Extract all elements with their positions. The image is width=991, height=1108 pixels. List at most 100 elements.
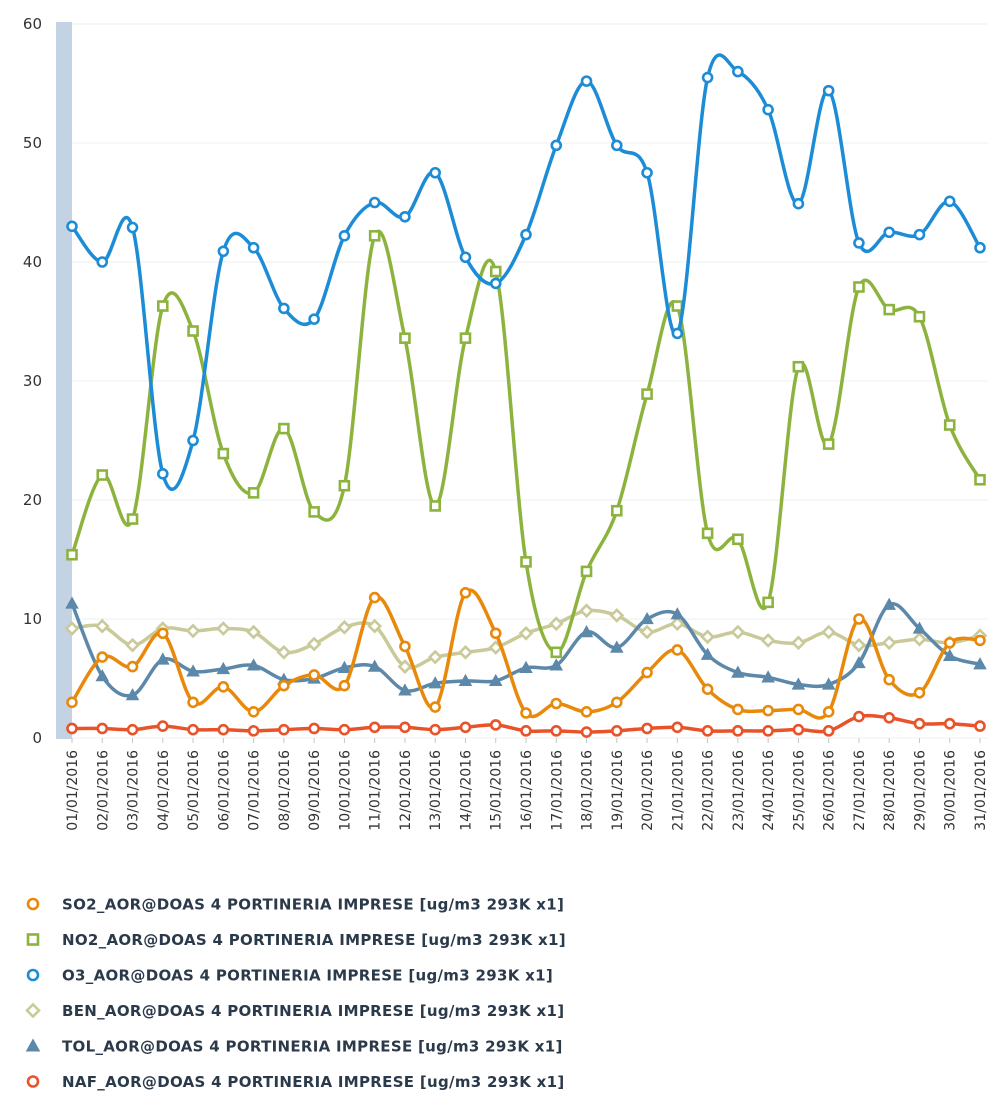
legend-item-3[interactable]: BEN_AOR@DOAS 4 PORTINERIA IMPRESE [ug/m3… (25, 1002, 564, 1020)
data-point (489, 265, 502, 278)
data-point (609, 608, 625, 623)
data-point (217, 447, 230, 460)
data-point (580, 75, 593, 87)
data-point (732, 65, 744, 78)
data-point (518, 625, 534, 641)
data-point (125, 637, 140, 653)
legend-label: SO2_AOR@DOAS 4 PORTINERIA IMPRESE [ug/m3… (62, 896, 564, 914)
data-point (428, 676, 442, 689)
legend-item-4[interactable]: TOL_AOR@DOAS 4 PORTINERIA IMPRESE [ug/m3… (25, 1038, 563, 1056)
data-point (550, 725, 563, 737)
x-tick-label: 06/01/2016 (216, 750, 232, 831)
data-point (338, 723, 351, 736)
data-point (640, 611, 654, 625)
data-point (459, 587, 472, 599)
data-point (247, 487, 260, 499)
data-point (760, 633, 776, 648)
data-point (397, 659, 413, 674)
y-tick-label: 10 (23, 610, 42, 628)
data-point (519, 660, 533, 673)
data-point (883, 303, 896, 316)
series-line (70, 53, 982, 491)
data-point (520, 228, 532, 241)
data-point (669, 616, 685, 632)
data-point (549, 658, 564, 671)
data-point (338, 679, 351, 692)
x-tick-label: 22/01/2016 (701, 750, 717, 831)
data-point (732, 725, 744, 737)
data-point (912, 631, 927, 647)
data-point (429, 166, 442, 179)
data-point (217, 245, 230, 258)
data-point (278, 723, 290, 736)
data-point (942, 648, 957, 662)
data-point (851, 637, 867, 653)
gridlines (72, 23, 988, 739)
data-point (762, 704, 774, 717)
data-point (399, 640, 411, 653)
data-point (368, 591, 381, 604)
x-tick-label: 29/01/2016 (912, 750, 928, 831)
data-point (399, 332, 411, 344)
series-5 (66, 710, 986, 738)
x-tick-label: 27/01/2016 (852, 750, 868, 831)
data-point (731, 665, 745, 678)
x-tick-label: 05/01/2016 (186, 750, 202, 831)
data-point (308, 506, 320, 518)
x-tick-label: 16/01/2016 (519, 750, 535, 831)
data-point (821, 624, 837, 640)
legend-item-0[interactable]: SO2_AOR@DOAS 4 PORTINERIA IMPRESE [ug/m3… (26, 896, 564, 914)
data-point (853, 237, 865, 249)
x-tick-label: 25/01/2016 (791, 750, 807, 831)
legend-item-5[interactable]: NAF_AOR@DOAS 4 PORTINERIA IMPRESE [ug/m3… (26, 1073, 565, 1091)
data-point (215, 621, 231, 636)
data-point (701, 683, 714, 696)
legend-label: BEN_AOR@DOAS 4 PORTINERIA IMPRESE [ug/m3… (62, 1002, 564, 1020)
data-point (974, 473, 986, 486)
data-point (579, 603, 594, 619)
data-point (639, 624, 655, 640)
x-tick-label: 12/01/2016 (398, 750, 414, 831)
data-point (579, 625, 594, 638)
data-point (732, 703, 744, 716)
data-point (671, 327, 684, 340)
data-point (671, 721, 684, 734)
x-tick-label: 10/01/2016 (337, 750, 353, 831)
data-point (641, 722, 653, 735)
data-point (822, 725, 835, 737)
data-point (610, 696, 623, 709)
data-point (821, 677, 836, 690)
data-point (126, 221, 139, 234)
x-tick-label: 26/01/2016 (822, 750, 838, 831)
data-point (762, 725, 774, 737)
legend-label: O3_AOR@DOAS 4 PORTINERIA IMPRESE [ug/m3 … (62, 967, 553, 985)
y-tick-label: 40 (23, 253, 42, 271)
x-tick-label: 19/01/2016 (610, 750, 626, 831)
data-point (126, 513, 139, 525)
data-point (912, 621, 927, 634)
data-point (96, 469, 109, 481)
legend-item-2[interactable]: O3_AOR@DOAS 4 PORTINERIA IMPRESE [ug/m3 … (26, 967, 553, 985)
legend[interactable]: SO2_AOR@DOAS 4 PORTINERIA IMPRESE [ug/m3… (25, 896, 566, 1092)
data-point (883, 673, 896, 686)
data-point (278, 422, 290, 435)
data-point (489, 627, 502, 640)
data-point (943, 636, 956, 649)
data-point (883, 711, 896, 724)
x-tick-label: 17/01/2016 (549, 750, 565, 831)
data-point (791, 635, 806, 651)
data-point (882, 597, 896, 610)
x-tick-label: 02/01/2016 (95, 750, 111, 831)
data-point (126, 660, 139, 673)
data-point (701, 725, 714, 737)
y-tick-label: 30 (23, 372, 42, 390)
data-point (913, 717, 926, 730)
data-point (489, 719, 502, 731)
data-point (520, 556, 532, 568)
legend-item-1[interactable]: NO2_AOR@DOAS 4 PORTINERIA IMPRESE [ug/m3… (26, 931, 566, 949)
data-point (216, 661, 231, 675)
data-point (761, 670, 775, 683)
data-point (792, 723, 805, 736)
data-point (762, 103, 774, 116)
